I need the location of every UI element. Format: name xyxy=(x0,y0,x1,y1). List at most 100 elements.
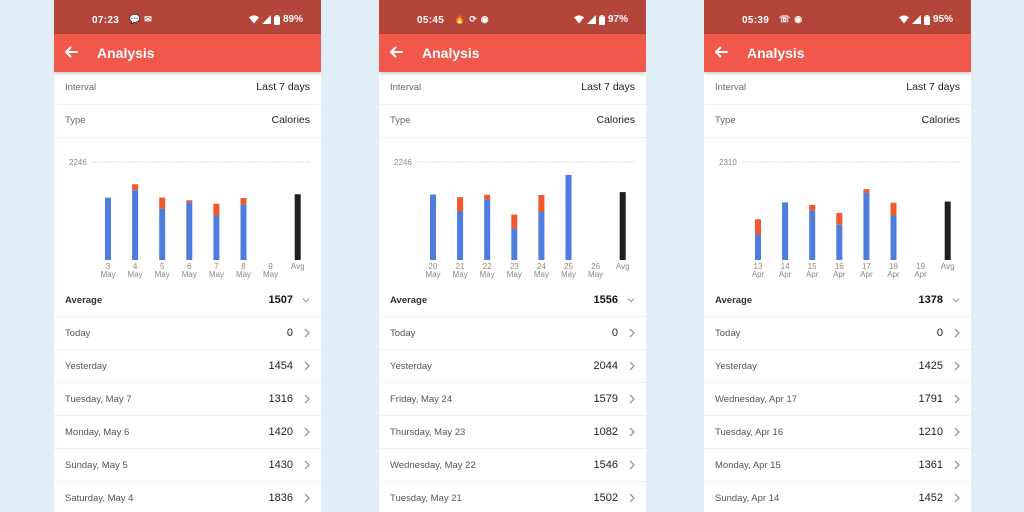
day-value: 1546 xyxy=(593,459,618,471)
day-row[interactable]: Monday, Apr 15 1361 xyxy=(704,449,971,482)
type-label: Type xyxy=(715,115,736,126)
phone-screen-1: 07:23 💬 ✉ 89% Analysis Interval Last 7 da… xyxy=(54,0,321,512)
bar-segment xyxy=(944,201,951,260)
wifi-icon xyxy=(573,15,584,24)
back-arrow-icon[interactable] xyxy=(388,44,404,60)
x-tick-label: May xyxy=(534,270,549,279)
day-value: 1361 xyxy=(918,459,943,471)
x-tick-label: 19 xyxy=(916,262,925,271)
day-row[interactable]: Thursday, May 23 1082 xyxy=(379,416,646,449)
back-arrow-icon[interactable] xyxy=(63,44,79,60)
x-tick-label: May xyxy=(480,270,495,279)
day-row[interactable]: Today 0 xyxy=(54,317,321,350)
bar-segment xyxy=(132,184,139,191)
day-row[interactable]: Sunday, Apr 14 1452 xyxy=(704,482,971,512)
chevron-right-icon xyxy=(629,493,635,503)
day-label: Yesterday xyxy=(715,361,757,372)
x-tick-label: May xyxy=(507,270,522,279)
day-value: 1082 xyxy=(593,426,618,438)
day-row[interactable]: Sunday, May 5 1430 xyxy=(54,449,321,482)
day-row[interactable]: Tuesday, Apr 16 1210 xyxy=(704,416,971,449)
x-tick-label: 15 xyxy=(808,262,817,271)
chevron-right-icon xyxy=(629,361,635,371)
day-row[interactable]: Tuesday, May 21 1502 xyxy=(379,482,646,512)
page-title: Analysis xyxy=(97,45,155,61)
calories-bar-chart: 231013Apr14Apr15Apr16Apr17Apr18Apr19AprA… xyxy=(719,158,960,279)
day-label: Wednesday, May 22 xyxy=(390,460,476,471)
x-tick-label: May xyxy=(155,270,170,279)
day-row[interactable]: Yesterday 2044 xyxy=(379,350,646,383)
average-row[interactable]: Average 1378 xyxy=(704,284,971,317)
max-value-label: 2246 xyxy=(394,158,412,167)
bar-segment xyxy=(782,202,789,260)
bar-segment xyxy=(294,194,301,260)
day-label: Tuesday, May 7 xyxy=(65,394,132,405)
sync-icon: ⟳ xyxy=(469,14,477,24)
day-row[interactable]: Tuesday, May 7 1316 xyxy=(54,383,321,416)
x-tick-label: May xyxy=(182,270,197,279)
average-value: 1378 xyxy=(918,294,943,306)
day-row[interactable]: Saturday, May 4 1836 xyxy=(54,482,321,512)
chevron-right-icon xyxy=(954,493,960,503)
day-label: Yesterday xyxy=(65,361,107,372)
day-value: 0 xyxy=(936,327,943,339)
status-bar: 07:23 💬 ✉ 89% xyxy=(54,0,321,34)
day-row[interactable]: Yesterday 1425 xyxy=(704,350,971,383)
day-value: 0 xyxy=(611,327,618,339)
x-tick-label: 13 xyxy=(754,262,763,271)
day-row[interactable]: Friday, May 24 1579 xyxy=(379,383,646,416)
battery-icon xyxy=(598,14,605,25)
x-tick-label: May xyxy=(588,270,603,279)
average-label: Average xyxy=(390,295,428,306)
day-row[interactable]: Yesterday 1454 xyxy=(54,350,321,383)
chevron-down-icon xyxy=(952,298,960,303)
day-value: 1316 xyxy=(268,393,293,405)
mail-icon: ✉ xyxy=(144,14,152,24)
day-row[interactable]: Today 0 xyxy=(704,317,971,350)
x-tick-label: Avg xyxy=(616,262,630,271)
back-arrow-icon[interactable] xyxy=(713,44,729,60)
bar-segment xyxy=(457,197,464,212)
day-row[interactable]: Today 0 xyxy=(379,317,646,350)
max-value-label: 2310 xyxy=(719,158,737,167)
day-label: Yesterday xyxy=(390,361,432,372)
day-row[interactable]: Wednesday, Apr 17 1791 xyxy=(704,383,971,416)
chevron-right-icon xyxy=(304,361,310,371)
notification-icons: 💬 ✉ xyxy=(129,14,156,25)
app-icon: ◉ xyxy=(794,14,803,24)
average-row[interactable]: Average 1507 xyxy=(54,284,321,317)
x-tick-label: 16 xyxy=(835,262,844,271)
status-bar: 05:39 ☏ ◉ 95% xyxy=(704,0,971,34)
interval-row[interactable]: Interval Last 7 days xyxy=(54,72,321,105)
type-row[interactable]: Type Calories xyxy=(54,105,321,138)
chevron-right-icon xyxy=(954,328,960,338)
x-tick-label: Apr xyxy=(779,270,792,279)
x-tick-label: May xyxy=(561,270,576,279)
interval-value: Last 7 days xyxy=(581,81,635,93)
app-bar: Analysis xyxy=(379,34,646,72)
x-tick-label: 25 xyxy=(564,262,573,271)
day-value: 1425 xyxy=(918,360,943,372)
average-row[interactable]: Average 1556 xyxy=(379,284,646,317)
day-value: 1452 xyxy=(918,492,943,504)
interval-row[interactable]: Interval Last 7 days xyxy=(379,72,646,105)
day-row[interactable]: Monday, May 6 1420 xyxy=(54,416,321,449)
interval-row[interactable]: Interval Last 7 days xyxy=(704,72,971,105)
wifi-icon xyxy=(898,15,909,24)
day-row[interactable]: Wednesday, May 22 1546 xyxy=(379,449,646,482)
bar-segment xyxy=(240,198,247,205)
chevron-down-icon xyxy=(627,298,635,303)
bar-segment xyxy=(213,215,220,260)
type-row[interactable]: Type Calories xyxy=(379,105,646,138)
app-icon: ◉ xyxy=(480,14,489,24)
x-tick-label: Apr xyxy=(752,270,765,279)
bar-segment xyxy=(755,219,761,235)
signal-icon xyxy=(261,15,271,24)
type-row[interactable]: Type Calories xyxy=(704,105,971,138)
average-value: 1556 xyxy=(593,294,618,306)
chevron-right-icon xyxy=(954,394,960,404)
day-value: 1454 xyxy=(268,360,293,372)
type-value: Calories xyxy=(271,114,310,126)
type-label: Type xyxy=(390,115,411,126)
